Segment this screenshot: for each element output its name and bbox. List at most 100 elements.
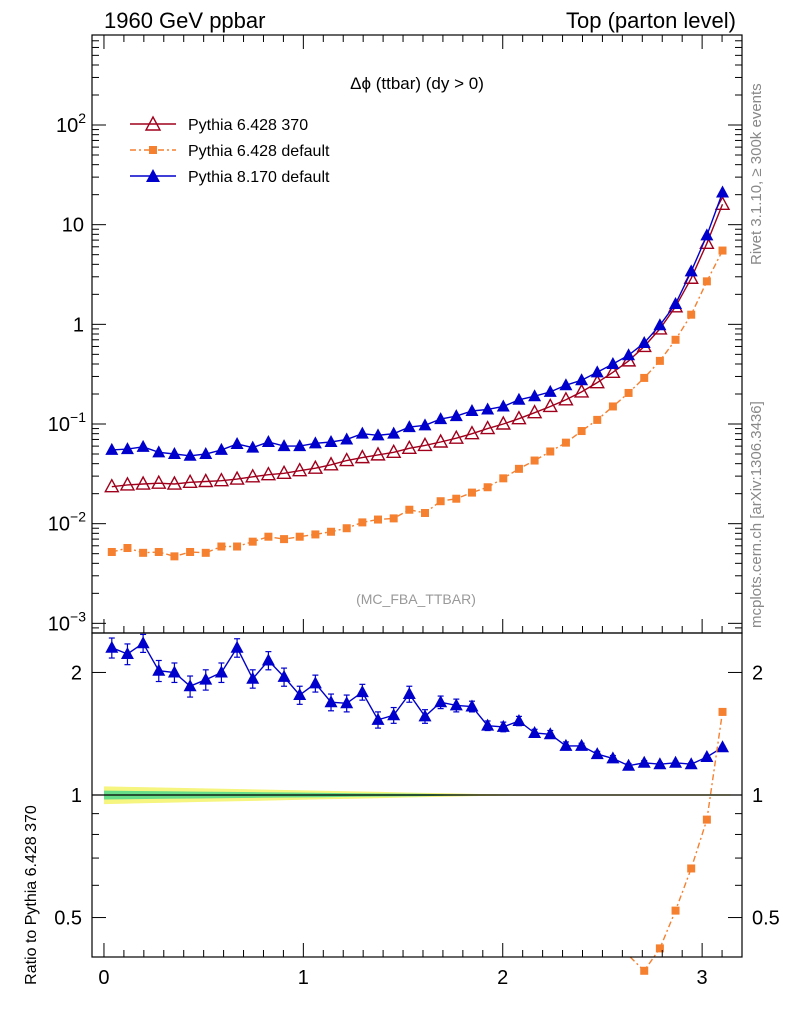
header-left: 1960 GeV ppbar bbox=[104, 8, 265, 33]
data-point bbox=[105, 640, 119, 653]
data-point bbox=[370, 446, 386, 461]
legend-marker-square bbox=[149, 146, 157, 154]
rivet-label: Rivet 3.1.10, ≥ 300k events bbox=[748, 83, 765, 265]
data-point bbox=[467, 488, 476, 497]
data-point bbox=[606, 751, 620, 764]
data-point bbox=[295, 532, 304, 541]
mcplots-label: mcplots.cern.ch [arXiv:1306.3436] bbox=[748, 401, 765, 628]
data-point bbox=[483, 483, 492, 492]
data-point bbox=[434, 695, 448, 708]
data-point bbox=[311, 530, 320, 539]
y-tick-label: 102 bbox=[56, 110, 86, 137]
data-point bbox=[559, 378, 573, 391]
data-point bbox=[385, 443, 402, 459]
data-point bbox=[260, 466, 277, 481]
data-point bbox=[449, 698, 463, 711]
data-point bbox=[139, 548, 148, 557]
data-point bbox=[307, 459, 324, 474]
series-line bbox=[111, 250, 724, 558]
data-point bbox=[526, 404, 543, 419]
data-point bbox=[608, 402, 617, 411]
data-point bbox=[277, 669, 291, 682]
data-point bbox=[246, 671, 260, 684]
data-point bbox=[418, 709, 432, 722]
data-point bbox=[465, 404, 479, 417]
ratio-line bbox=[111, 642, 723, 767]
legend-label: Pythia 6.428 370 bbox=[188, 117, 308, 134]
ratio-y-tick-label: 1 bbox=[71, 785, 82, 807]
data-point bbox=[293, 439, 307, 452]
y-tick-label: 10−2 bbox=[48, 509, 86, 536]
data-point bbox=[684, 757, 698, 770]
data-point bbox=[543, 384, 557, 397]
data-point bbox=[718, 246, 727, 255]
data-point bbox=[528, 389, 542, 402]
data-point bbox=[432, 433, 449, 448]
data-point bbox=[342, 524, 351, 533]
data-point bbox=[245, 468, 261, 483]
data-point bbox=[590, 365, 604, 378]
data-point bbox=[104, 478, 120, 493]
data-point bbox=[261, 653, 275, 666]
data-point bbox=[293, 688, 307, 701]
data-point bbox=[358, 518, 367, 527]
data-point bbox=[327, 527, 336, 536]
data-point bbox=[152, 445, 166, 458]
legend-marker-open-triangle bbox=[144, 115, 162, 131]
data-point bbox=[655, 356, 664, 365]
ratio-line bbox=[629, 711, 724, 972]
data-point bbox=[246, 440, 260, 453]
data-point bbox=[716, 740, 730, 753]
data-point bbox=[136, 439, 150, 452]
data-point bbox=[449, 409, 463, 422]
data-point bbox=[230, 437, 244, 450]
x-tick-label: 1 bbox=[298, 967, 309, 989]
data-point bbox=[339, 452, 355, 467]
data-point bbox=[401, 439, 417, 455]
data-point bbox=[687, 864, 696, 873]
ratio-series bbox=[105, 633, 730, 975]
y-tick-label: 10−3 bbox=[48, 608, 86, 635]
ratio-panel: 0.5 0.5 1 1 2 2 Ratio to Pythia 6.428 370 bbox=[23, 632, 780, 985]
series-pythia-8-170-default bbox=[105, 185, 730, 461]
data-point bbox=[464, 425, 480, 440]
y-tick-label: 1 bbox=[73, 314, 84, 336]
data-point bbox=[167, 447, 181, 460]
series-pythia-6-428-default bbox=[107, 246, 727, 561]
data-point bbox=[323, 456, 339, 471]
data-point bbox=[217, 542, 226, 551]
data-point bbox=[183, 448, 197, 461]
main-y-tick-labels: 10−3 10−2 10−1 1 10 102 bbox=[48, 110, 86, 635]
ratio-y-tick-label-right: 0.5 bbox=[752, 908, 780, 930]
data-point bbox=[436, 497, 445, 506]
data-point bbox=[402, 687, 416, 700]
data-point bbox=[119, 476, 136, 491]
data-point bbox=[405, 505, 414, 514]
data-point bbox=[374, 515, 382, 524]
x-tick-label: 0 bbox=[98, 967, 109, 989]
data-point bbox=[166, 475, 183, 490]
data-point bbox=[622, 348, 636, 361]
watermark: (MC_FBA_TTBAR) bbox=[356, 591, 476, 607]
data-point bbox=[387, 708, 401, 721]
legend: Pythia 6.428 370 Pythia 6.428 default Py… bbox=[130, 115, 330, 186]
data-point bbox=[452, 494, 461, 503]
data-point bbox=[120, 647, 134, 660]
data-point bbox=[355, 426, 369, 439]
data-point bbox=[577, 427, 586, 436]
data-point bbox=[214, 442, 228, 455]
data-point bbox=[637, 335, 651, 348]
data-point bbox=[230, 640, 244, 653]
data-point bbox=[512, 392, 526, 405]
data-point bbox=[575, 738, 589, 751]
data-point bbox=[201, 548, 210, 557]
data-point bbox=[355, 685, 369, 698]
ratio-frame bbox=[91, 632, 743, 958]
data-point bbox=[669, 296, 683, 309]
data-point bbox=[183, 679, 197, 692]
ratio-y-ticks bbox=[92, 671, 742, 958]
series-line bbox=[111, 192, 724, 457]
data-point bbox=[669, 755, 683, 768]
data-point bbox=[655, 944, 664, 953]
